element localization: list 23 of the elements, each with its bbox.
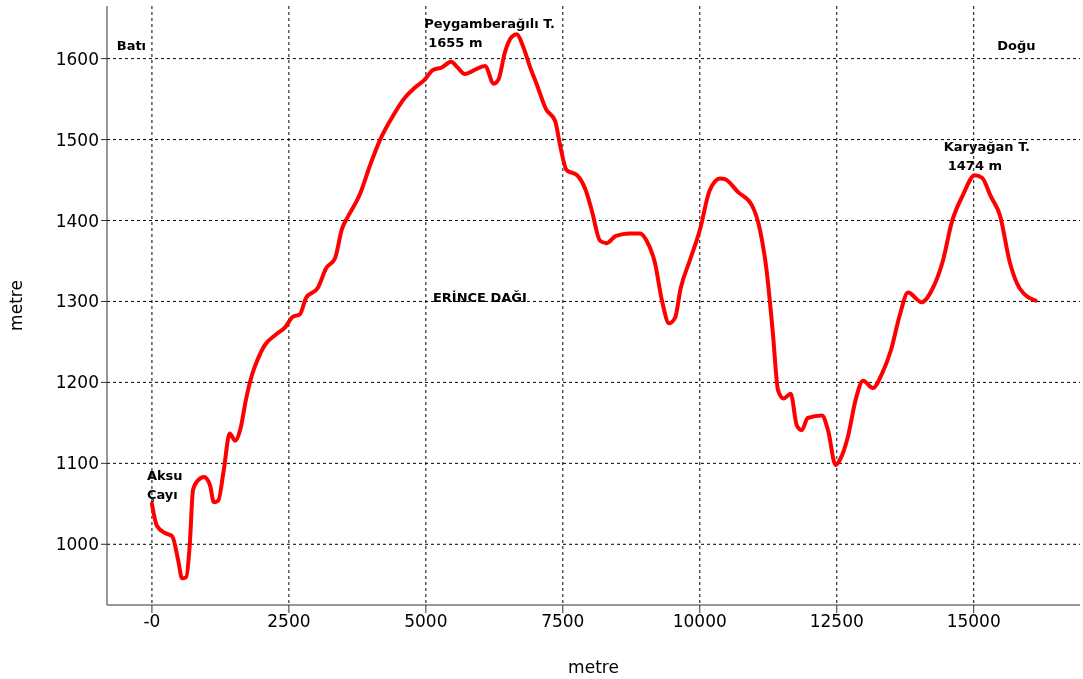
y-tick-label: 1500 [55, 129, 99, 150]
line-series [149, 32, 1038, 581]
y-tick-label: 1000 [55, 534, 99, 555]
annotation: Karyağan T. 1474 m [943, 138, 1030, 173]
annotation: Doğu [997, 37, 1036, 53]
x-tick-label: 10000 [672, 611, 727, 632]
x-tick-label: 2500 [267, 611, 311, 632]
x-tick-label: 7500 [541, 611, 585, 632]
x-tick-label: 5000 [404, 611, 448, 632]
y-tick-label: 1400 [55, 210, 99, 231]
y-axis-title: metre [6, 280, 27, 331]
y-tick-label: 1300 [55, 291, 99, 312]
annotation: Peygamberağılı T. 1655 m [424, 16, 555, 51]
y-tick-label: 1200 [55, 372, 99, 393]
annotation: Aksu Çayı [146, 467, 183, 502]
annotation: Batı [116, 37, 147, 53]
x-tick-label: 15000 [946, 611, 1001, 632]
x-tick-label: -0 [143, 611, 161, 632]
annotation: ERİNCE DAĞI [432, 289, 527, 305]
y-tick-label: 1600 [55, 48, 99, 69]
y-tick-label: 1100 [55, 453, 99, 474]
x-tick-label: 12500 [809, 611, 864, 632]
x-axis-title: metre [568, 657, 619, 677]
